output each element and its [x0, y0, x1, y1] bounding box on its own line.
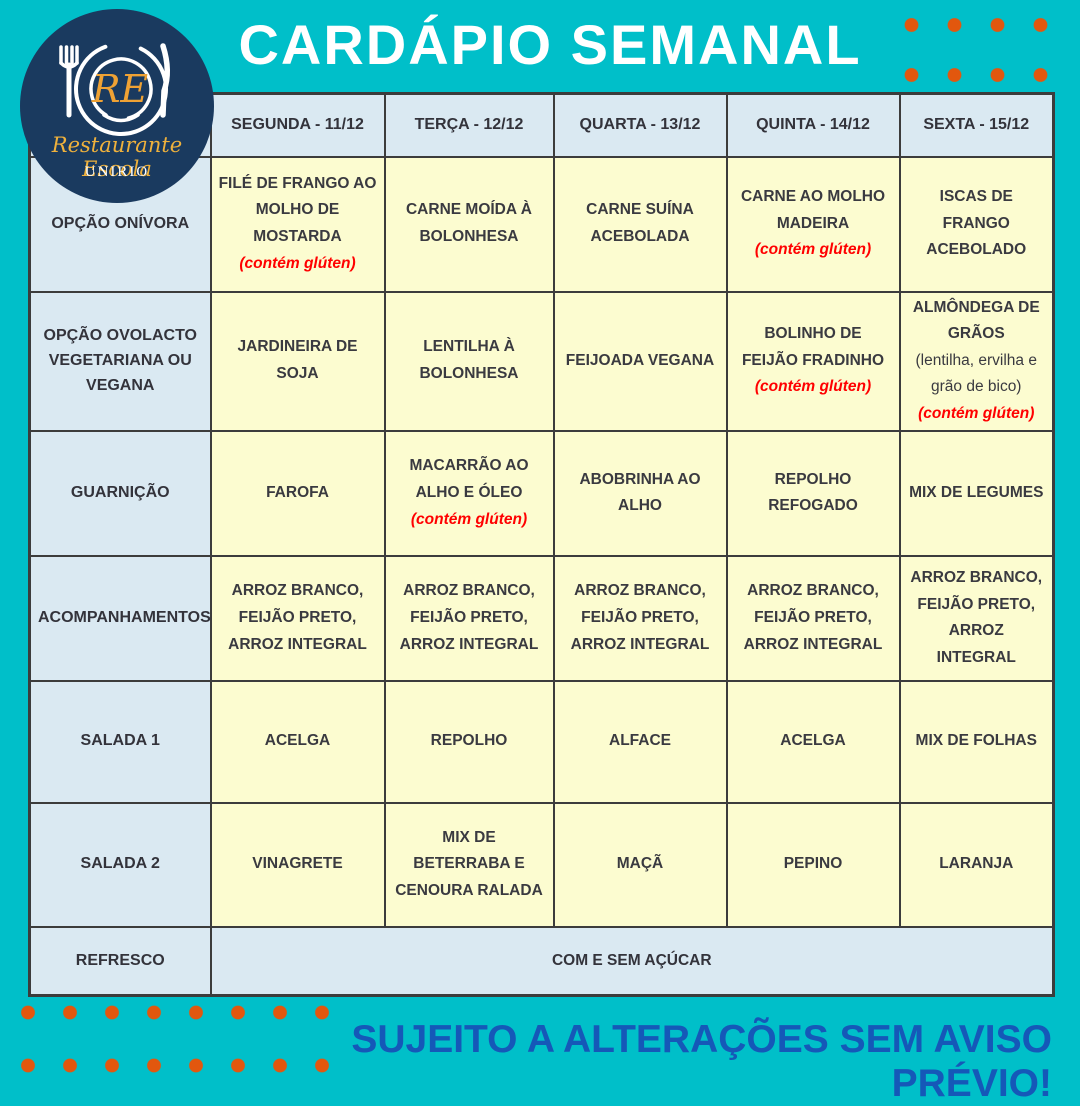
day-header-thursday: QUINTA - 14/12	[725, 92, 901, 158]
row-label: REFRESCO	[28, 925, 212, 997]
menu-cell: MIX DE FOLHAS	[898, 679, 1055, 804]
menu-cell: VINAGRETE	[209, 801, 386, 928]
menu-cell: ACELGA	[209, 679, 386, 804]
menu-table: SEGUNDA - 11/12 TERÇA - 12/12 QUARTA - 1…	[28, 92, 1055, 998]
dish-text: PEPINO	[783, 855, 843, 873]
table-row-omnivore: OPÇÃO ONÍVORA FILÉ DE FRANGO AO MOLHO DE…	[28, 155, 1055, 293]
row-label: OPÇÃO OVOLACTO VEGETARIANA OU VEGANA	[28, 290, 212, 432]
dish-text: JARDINEIRA DE SOJA	[237, 338, 358, 383]
dish-text: LARANJA	[939, 855, 1014, 873]
menu-cell: PEPINO	[725, 801, 901, 928]
menu-cell: JARDINEIRA DE SOJA	[209, 290, 386, 432]
dish-text: MIX DE FOLHAS	[915, 732, 1037, 750]
menu-cell: FAROFA	[209, 429, 386, 557]
menu-cell: ARROZ BRANCO, FEIJÃO PRETO, ARROZ INTEGR…	[725, 554, 901, 682]
menu-cell: BOLINHO DE FEIJÃO FRADINHO (contém glúte…	[725, 290, 901, 432]
menu-cell: MACARRÃO AO ALHO E ÓLEO (contém glúten)	[383, 429, 555, 557]
menu-cell: MAÇÃ	[552, 801, 728, 928]
menu-cell: ACELGA	[725, 679, 901, 804]
dish-text: ACELGA	[780, 732, 846, 750]
table-row-drink: REFRESCO COM E SEM AÇÚCAR	[28, 925, 1055, 997]
dish-text: CARNE SUÍNA ACEBOLADA	[586, 201, 694, 245]
knife-icon	[160, 43, 170, 118]
day-header-tuesday: TERÇA - 12/12	[383, 92, 555, 158]
menu-cell: ARROZ BRANCO, FEIJÃO PRETO, ARROZ INTEGR…	[209, 554, 386, 682]
menu-cell: CARNE AO MOLHO MADEIRA (contém glúten)	[725, 155, 901, 293]
dish-text: ACELGA	[264, 732, 331, 750]
gluten-note: (contém glúten)	[239, 254, 356, 272]
dish-text: ARROZ BRANCO, FEIJÃO PRETO, ARROZ INTEGR…	[743, 582, 883, 653]
dot-grid-top-right	[890, 0, 1062, 96]
disclaimer-text: SUJEITO A ALTERAÇÕES SEM AVISO PRÉVIO!	[351, 1018, 1052, 1105]
logo-name: Restaurante Escola	[51, 133, 183, 181]
menu-cell: ABOBRINHA AO ALHO	[552, 429, 728, 557]
table-row-accompaniments: ACOMPANHAMENTOS ARROZ BRANCO, FEIJÃO PRE…	[28, 554, 1055, 682]
day-header-friday: SEXTA - 15/12	[898, 92, 1055, 158]
dish-text: VINAGRETE	[252, 855, 343, 873]
plate-fork-knife-icon: RE	[59, 41, 170, 136]
dish-text: REPOLHO REFOGADO	[768, 470, 858, 515]
menu-cell: MIX DE LEGUMES	[898, 429, 1055, 557]
gluten-note: (contém glúten)	[754, 241, 872, 259]
dish-text: FAROFA	[266, 483, 329, 501]
menu-cell: ARROZ BRANCO, FEIJÃO PRETO, ARROZ INTEGR…	[552, 554, 728, 682]
fork-icon	[59, 45, 79, 118]
page-title: CARDÁPIO SEMANAL	[238, 13, 862, 76]
dish-text: REPOLHO	[430, 732, 508, 750]
menu-poster: { "title": "CARDÁPIO SEMANAL", "logo": {…	[7, 0, 1062, 1105]
gluten-note: (contém glúten)	[754, 378, 872, 396]
menu-cell: ISCAS DE FRANGO ACEBOLADO	[898, 155, 1055, 293]
menu-cell: LENTILHA À BOLONHESA	[383, 290, 555, 432]
table-row-vegetarian: OPÇÃO OVOLACTO VEGETARIANA OU VEGANA JAR…	[28, 290, 1055, 432]
menu-cell: FEIJOADA VEGANA	[552, 290, 728, 432]
row-label: ACOMPANHAMENTOS	[28, 554, 212, 682]
menu-cell: MIX DE BETERRABA E CENOURA RALADA	[383, 801, 555, 928]
dish-text: FILÉ DE FRANGO AO MOLHO DE MOSTARDA	[218, 174, 377, 245]
dish-text: ARROZ BRANCO, FEIJÃO PRETO, ARROZ INTEGR…	[570, 582, 710, 653]
dish-text: LENTILHA À BOLONHESA	[419, 338, 519, 383]
dish-text: ALFACE	[609, 732, 671, 750]
menu-cell: ALFACE	[552, 679, 728, 804]
dish-text: ABOBRINHA AO ALHO	[579, 470, 701, 515]
menu-cell: CARNE MOÍDA À BOLONHESA	[383, 155, 555, 293]
dish-text: FEIJOADA VEGANA	[565, 351, 715, 369]
menu-cell: REPOLHO REFOGADO	[725, 429, 901, 557]
dish-subtext: (lentilha, ervilha e grão de bico)	[915, 351, 1037, 396]
dot-grid-bottom-left	[7, 986, 343, 1092]
dish-text: CARNE AO MOLHO MADEIRA	[740, 188, 886, 232]
dish-text: ARROZ BRANCO, FEIJÃO PRETO, ARROZ INTEGR…	[399, 582, 539, 653]
drink-span-cell: COM E SEM AÇÚCAR	[209, 925, 1055, 997]
table-row-salad2: SALADA 2 VINAGRETE MIX DE BETERRABA E CE…	[28, 801, 1055, 928]
dish-text: MACARRÃO AO ALHO E ÓLEO	[409, 457, 529, 501]
logo-institution: UNIRIO	[84, 164, 150, 180]
gluten-note: (contém glúten)	[918, 405, 1035, 423]
menu-cell: LARANJA	[898, 801, 1055, 928]
dish-text: ALMÔNDEGA DE GRÃOS	[912, 298, 1040, 343]
gluten-note: (contém glúten)	[410, 510, 528, 528]
menu-cell: REPOLHO	[383, 679, 555, 804]
dish-text: MIX DE LEGUMES	[909, 483, 1044, 501]
table-row-side: GUARNIÇÃO FAROFA MACARRÃO AO ALHO E ÓLEO…	[28, 429, 1055, 557]
day-header-monday: SEGUNDA - 11/12	[209, 92, 386, 158]
restaurant-logo: RE Restaurante Escola UNIRIO	[20, 9, 214, 203]
dish-text: ARROZ BRANCO, FEIJÃO PRETO, ARROZ INTEGR…	[228, 582, 367, 653]
menu-cell: FILÉ DE FRANGO AO MOLHO DE MOSTARDA (con…	[209, 155, 386, 293]
table-row-salad1: SALADA 1 ACELGA REPOLHO ALFACE ACELGA MI…	[28, 679, 1055, 804]
logo-initials: RE	[91, 67, 149, 111]
menu-cell: ALMÔNDEGA DE GRÃOS (lentilha, ervilha e …	[898, 290, 1055, 432]
dish-text: ARROZ BRANCO, FEIJÃO PRETO, ARROZ INTEGR…	[910, 568, 1043, 666]
dish-text: MIX DE BETERRABA E CENOURA RALADA	[395, 828, 543, 900]
dish-text: BOLINHO DE FEIJÃO FRADINHO	[741, 325, 885, 369]
row-label: SALADA 2	[28, 801, 212, 928]
dish-text: CARNE MOÍDA À BOLONHESA	[405, 201, 532, 245]
plate-arc	[102, 113, 140, 123]
menu-cell: CARNE SUÍNA ACEBOLADA	[552, 155, 728, 293]
row-label: GUARNIÇÃO	[28, 429, 212, 557]
dish-text: MAÇÃ	[616, 855, 664, 873]
day-header-wednesday: QUARTA - 13/12	[552, 92, 728, 158]
menu-cell: ARROZ BRANCO, FEIJÃO PRETO, ARROZ INTEGR…	[898, 554, 1055, 682]
dish-text: ISCAS DE FRANGO ACEBOLADO	[926, 188, 1027, 259]
menu-cell: ARROZ BRANCO, FEIJÃO PRETO, ARROZ INTEGR…	[383, 554, 555, 682]
row-label: SALADA 1	[28, 679, 212, 804]
